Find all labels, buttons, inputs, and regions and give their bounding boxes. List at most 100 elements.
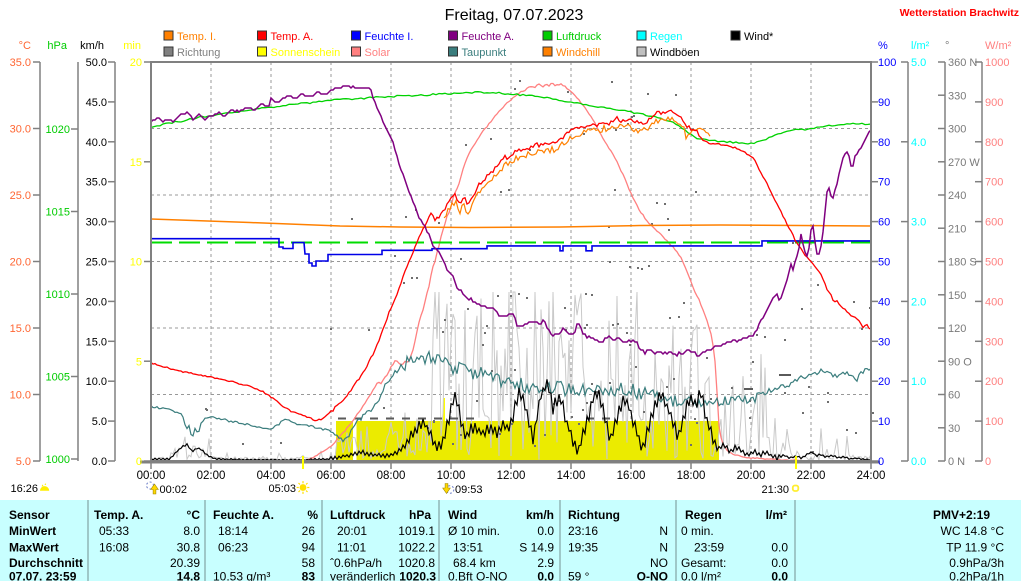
svg-text:25.0: 25.0 (10, 190, 31, 202)
svg-text:40: 40 (878, 296, 890, 308)
svg-text:19:35: 19:35 (568, 541, 598, 555)
svg-text:600: 600 (985, 217, 1003, 229)
svg-text:Feuchte I.: Feuchte I. (365, 31, 414, 43)
svg-text:Feuchte A.: Feuchte A. (213, 508, 274, 522)
svg-text:Sonnenschein: Sonnenschein (271, 47, 341, 59)
svg-text:Sensor: Sensor (9, 508, 50, 522)
svg-text:90 O: 90 O (948, 356, 972, 368)
svg-text:06:23: 06:23 (218, 541, 248, 555)
svg-text:300: 300 (985, 336, 1003, 348)
svg-text:S 14.9: S 14.9 (519, 541, 554, 555)
svg-text:16:26: 16:26 (10, 483, 38, 495)
svg-text:100: 100 (878, 57, 896, 69)
svg-text:0.2hPa/1h: 0.2hPa/1h (949, 570, 1004, 581)
svg-text:°C: °C (19, 40, 31, 52)
svg-text:16:00: 16:00 (617, 470, 646, 482)
svg-text:13:51: 13:51 (453, 541, 483, 555)
svg-text:270 W: 270 W (948, 157, 980, 169)
svg-text:400: 400 (985, 296, 1003, 308)
svg-text:Temp. I.: Temp. I. (177, 31, 216, 43)
svg-text:50: 50 (878, 257, 890, 269)
svg-text:22:00: 22:00 (797, 470, 826, 482)
svg-text:l/m²: l/m² (766, 508, 787, 522)
svg-text:hPa: hPa (409, 508, 431, 522)
svg-text:Solar: Solar (365, 47, 391, 59)
svg-text:1022.2: 1022.2 (398, 541, 435, 555)
svg-text:0.Bft O-NO: 0.Bft O-NO (448, 570, 507, 581)
svg-text:5: 5 (136, 356, 142, 368)
svg-text:00:02: 00:02 (160, 484, 188, 496)
svg-text:NO: NO (650, 556, 668, 570)
svg-text:1019.1: 1019.1 (398, 524, 435, 538)
svg-text:Wind: Wind (448, 508, 477, 522)
svg-text:06:00: 06:00 (317, 470, 346, 482)
svg-text:150: 150 (948, 290, 966, 302)
svg-text:Wind*: Wind* (744, 31, 774, 43)
svg-text:500: 500 (985, 257, 1003, 269)
svg-text:10.0: 10.0 (86, 376, 107, 388)
svg-text:Richtung: Richtung (568, 508, 620, 522)
svg-text:1000: 1000 (985, 57, 1009, 69)
svg-text:12:00: 12:00 (497, 470, 526, 482)
svg-text:Regen: Regen (650, 31, 682, 43)
svg-text:1005: 1005 (46, 372, 70, 384)
svg-text:Wetterstation Brachwitz: Wetterstation Brachwitz (900, 7, 1019, 19)
svg-text:360 N: 360 N (948, 57, 977, 69)
svg-text:11:01: 11:01 (337, 541, 366, 555)
svg-text:68.4 km: 68.4 km (453, 556, 496, 570)
svg-text:50.0: 50.0 (86, 57, 107, 69)
svg-text:0.0: 0.0 (911, 456, 926, 468)
svg-text:N: N (659, 524, 668, 538)
svg-text:Windböen: Windböen (650, 47, 700, 59)
svg-text:Freitag, 07.07.2023: Freitag, 07.07.2023 (445, 7, 584, 24)
svg-text:TP 11.9 °C: TP 11.9 °C (946, 541, 1004, 555)
svg-text:23:59: 23:59 (694, 541, 724, 555)
svg-text:0: 0 (878, 456, 884, 468)
svg-text:l/m²: l/m² (911, 40, 930, 52)
svg-text:WC 14.8 °C: WC 14.8 °C (941, 524, 1005, 538)
svg-text:16:08: 16:08 (99, 541, 129, 555)
svg-text:07.07. 23:59: 07.07. 23:59 (9, 570, 77, 581)
svg-text:04:00: 04:00 (257, 470, 286, 482)
svg-text:0.0: 0.0 (771, 541, 788, 555)
svg-text:70: 70 (878, 177, 890, 189)
svg-text:veränderlich: veränderlich (330, 570, 395, 581)
svg-text:5.0: 5.0 (16, 456, 31, 468)
svg-text:20.0: 20.0 (86, 296, 107, 308)
svg-text:30.0: 30.0 (86, 217, 107, 229)
svg-text:10:00: 10:00 (437, 470, 466, 482)
svg-text:58: 58 (302, 556, 316, 570)
svg-text:Windchill: Windchill (556, 47, 600, 59)
svg-text:240: 240 (948, 190, 966, 202)
svg-text:20.39: 20.39 (170, 556, 200, 570)
svg-text:km/h: km/h (80, 40, 104, 52)
svg-text:N: N (659, 541, 668, 555)
svg-text:0.0: 0.0 (92, 456, 107, 468)
svg-text:30.8: 30.8 (177, 541, 201, 555)
svg-text:8.0: 8.0 (183, 524, 200, 538)
svg-text:30: 30 (948, 423, 960, 435)
svg-text:Luftdruck: Luftdruck (330, 508, 386, 522)
svg-text:Richtung: Richtung (177, 47, 220, 59)
svg-text:Feuchte A.: Feuchte A. (462, 31, 515, 43)
svg-text:02:00: 02:00 (197, 470, 226, 482)
svg-text:30.0: 30.0 (10, 124, 31, 136)
svg-text:59 °: 59 ° (568, 570, 590, 581)
svg-text:Gesamt:: Gesamt: (681, 556, 726, 570)
svg-text:60: 60 (878, 217, 890, 229)
svg-text:10.53 g/m³: 10.53 g/m³ (213, 570, 270, 581)
svg-text:ˆ0.6hPa/h: ˆ0.6hPa/h (330, 556, 382, 570)
svg-text:1020.3: 1020.3 (399, 570, 436, 581)
svg-text:Taupunkt: Taupunkt (462, 47, 507, 59)
svg-text:45.0: 45.0 (86, 97, 107, 109)
svg-text:900: 900 (985, 97, 1003, 109)
svg-text:20:01: 20:01 (337, 524, 367, 538)
svg-text:°C: °C (187, 508, 201, 522)
svg-text:20: 20 (878, 376, 890, 388)
svg-text:hPa: hPa (47, 40, 67, 52)
svg-text:0 N: 0 N (948, 456, 965, 468)
svg-text:05:33: 05:33 (99, 524, 129, 538)
svg-text:800: 800 (985, 137, 1003, 149)
svg-text:15.0: 15.0 (10, 323, 31, 335)
svg-text:°: ° (945, 40, 949, 52)
